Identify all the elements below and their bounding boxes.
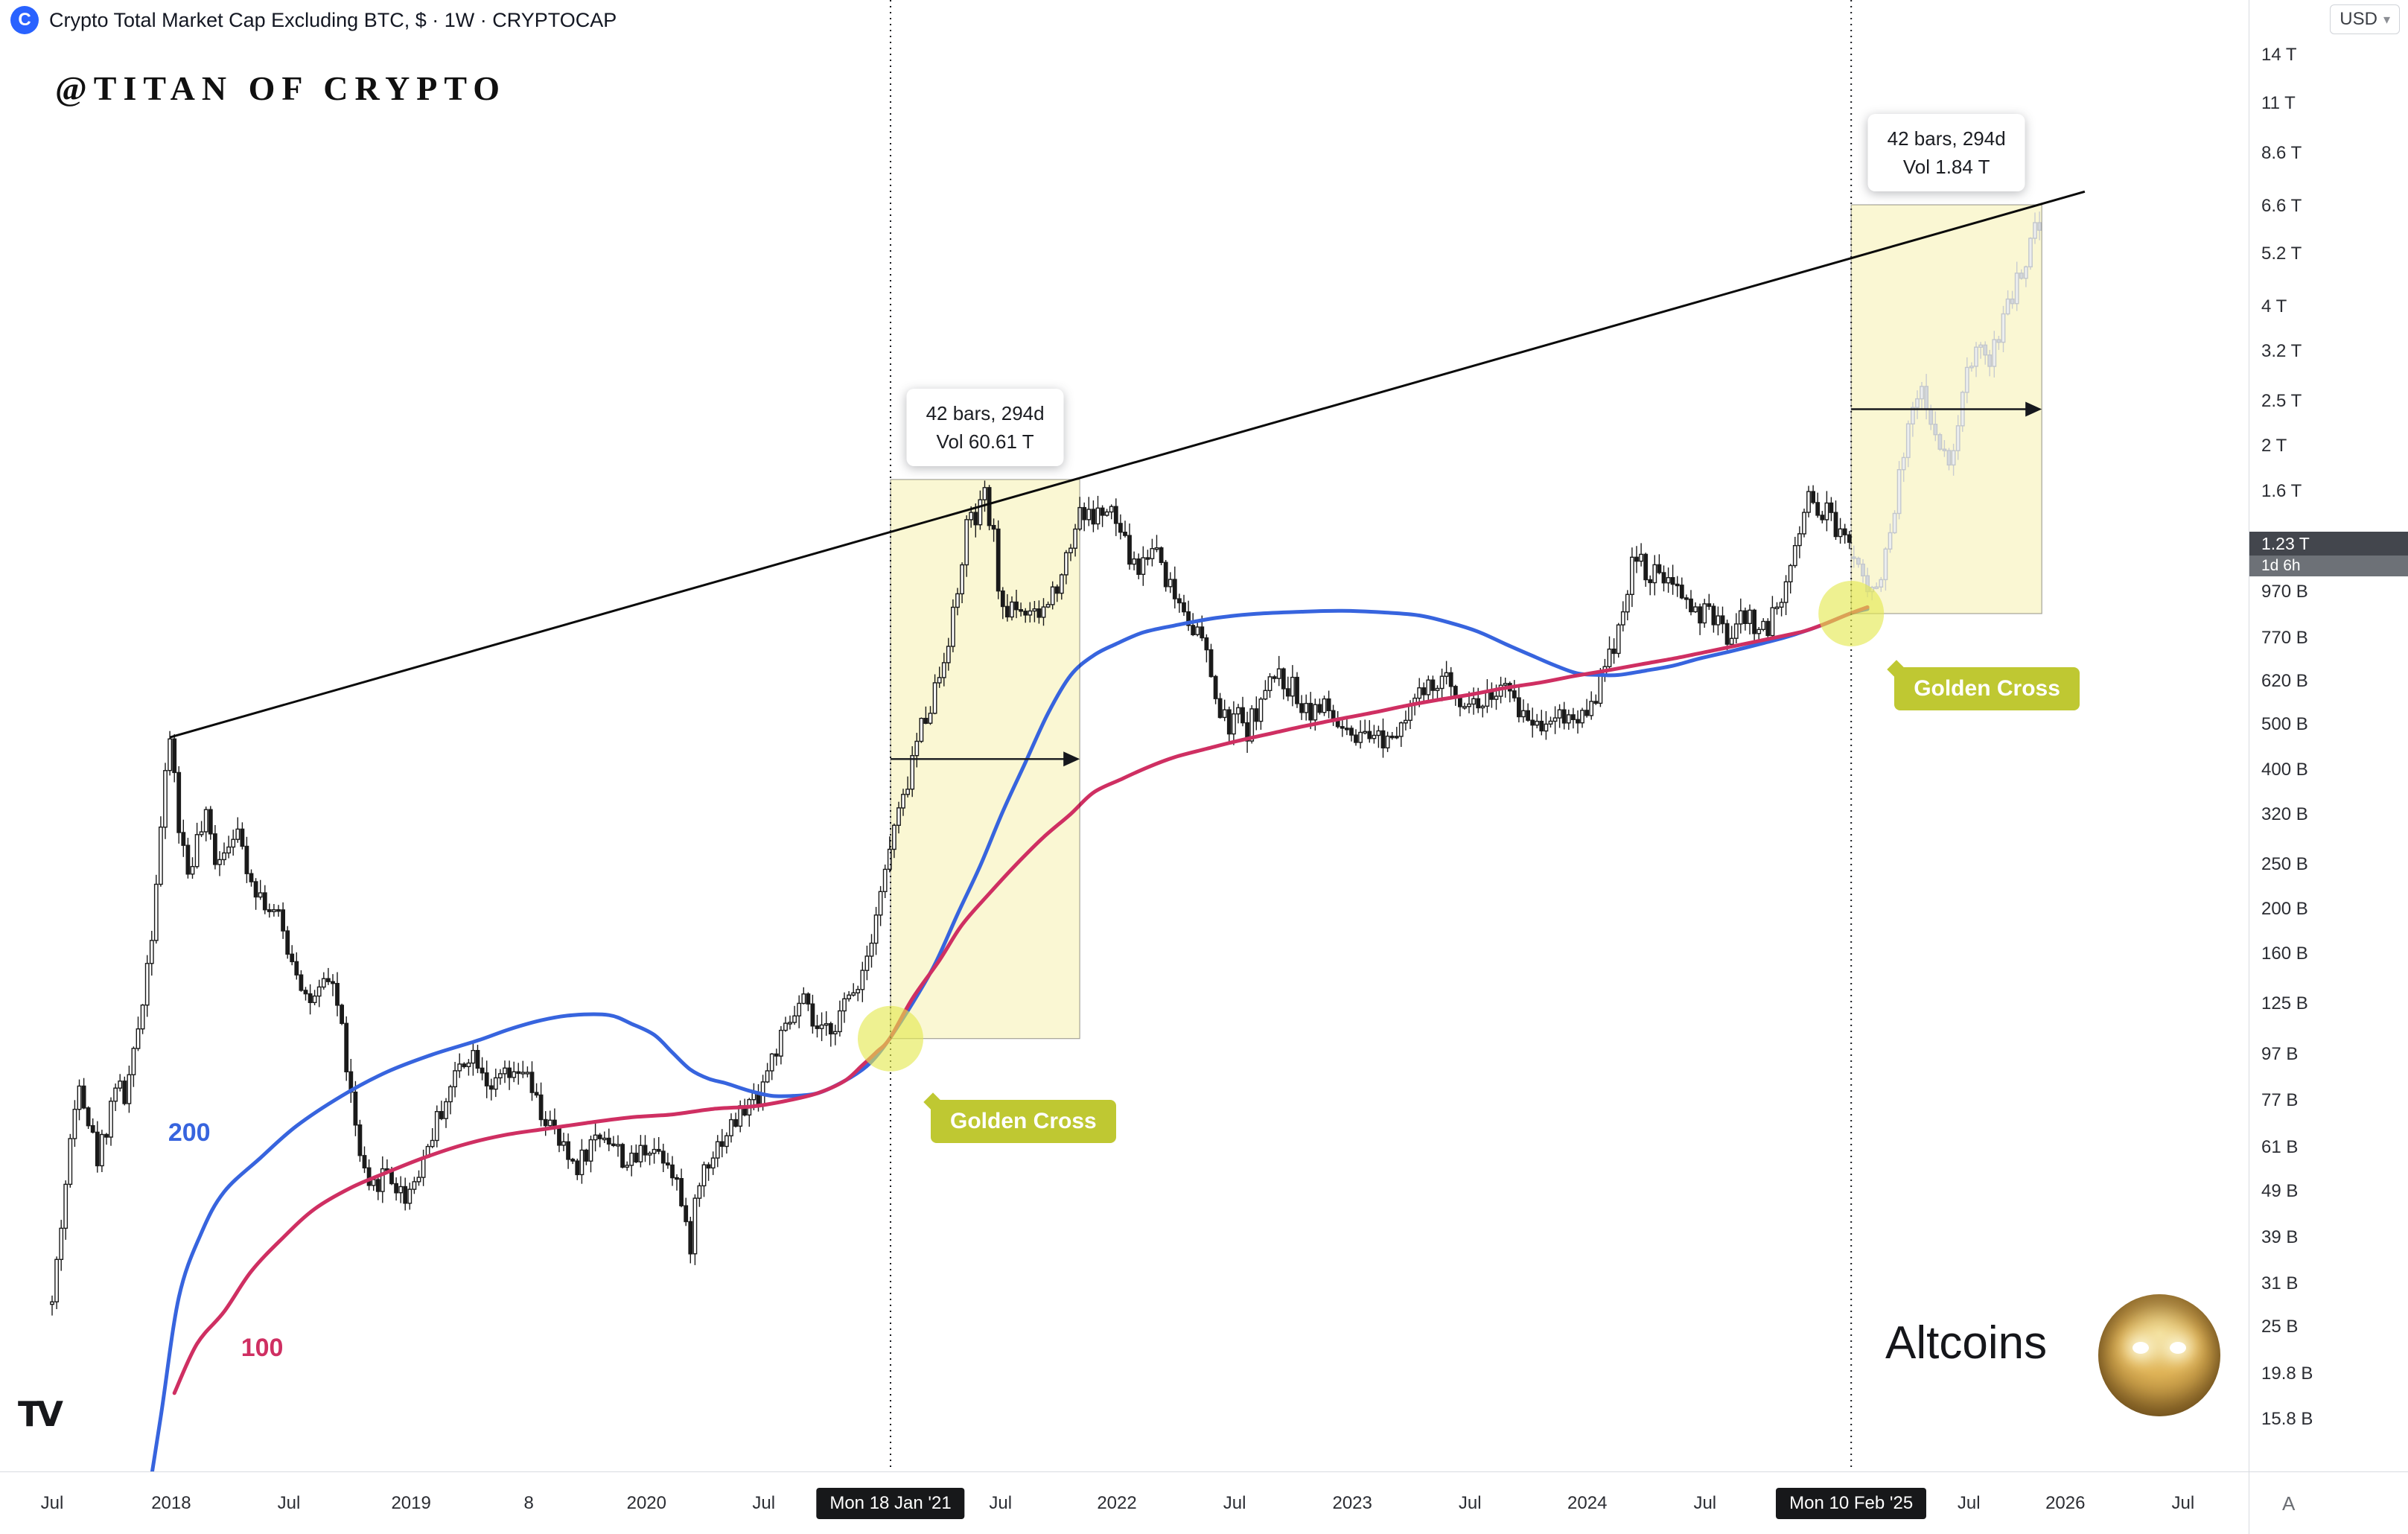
time-tick: 2023 <box>1332 1493 1372 1513</box>
time-tick: 2019 <box>391 1493 431 1513</box>
price-tick: 97 B <box>2261 1044 2299 1065</box>
bar-countdown: 1d 6h <box>2249 556 2408 577</box>
time-tick: Jul <box>989 1493 1013 1513</box>
price-tick: 320 B <box>2261 803 2308 824</box>
time-tick: 2024 <box>1567 1493 1608 1513</box>
chart-plot-area[interactable]: C Crypto Total Market Cap Excluding BTC,… <box>0 0 2249 1471</box>
price-tick: 3.2 T <box>2261 341 2302 362</box>
time-tick-highlighted: Mon 10 Feb '25 <box>1776 1488 1927 1519</box>
axis-corner[interactable]: A <box>2249 1471 2408 1534</box>
time-tick: 8 <box>523 1493 534 1513</box>
symbol-logo-icon[interactable]: C <box>10 6 39 34</box>
time-tick: Jul <box>1693 1493 1717 1513</box>
symbol-title[interactable]: Crypto Total Market Cap Excluding BTC, $… <box>49 8 617 31</box>
price-tick: 1.6 T <box>2261 480 2302 501</box>
price-tick: 770 B <box>2261 627 2308 648</box>
price-tick: 77 B <box>2261 1090 2299 1111</box>
price-tick: 620 B <box>2261 671 2308 692</box>
candlestick-chart <box>50 0 2086 1471</box>
altcoins-caption: Altcoins <box>1885 1317 2048 1369</box>
time-tick: Jul <box>752 1493 776 1513</box>
price-tick: 2 T <box>2261 436 2287 456</box>
golden-cross-badge-1[interactable]: Golden Cross <box>931 1099 1116 1143</box>
time-tick: 2018 <box>151 1493 191 1513</box>
ma-100-label: 100 <box>241 1333 284 1362</box>
chevron-down-icon: ▾ <box>2383 11 2390 27</box>
price-tick: 15.8 B <box>2261 1409 2313 1429</box>
time-axis[interactable]: Jul 2018 Jul 2019 8 2020 Jul Mon 18 Jan '21 Jul 2… <box>0 1471 2249 1534</box>
price-tick: 250 B <box>2261 853 2308 874</box>
time-tick: Jul <box>277 1493 301 1513</box>
price-tick: 2.5 T <box>2261 391 2302 412</box>
time-tick-highlighted: Mon 18 Jan '21 <box>816 1488 965 1519</box>
golden-cross-badge-2[interactable]: Golden Cross <box>1894 666 2080 710</box>
price-tick: 31 B <box>2261 1273 2299 1294</box>
time-tick: 2026 <box>2045 1493 2086 1513</box>
price-tick: 39 B <box>2261 1227 2299 1248</box>
currency-selector-value: USD <box>2339 9 2377 29</box>
price-tick: 8.6 T <box>2261 142 2302 163</box>
time-tick: Jul <box>1458 1493 1482 1513</box>
measure-bars-label: 42 bars, 294d <box>926 401 1045 424</box>
avatar <box>2098 1294 2220 1416</box>
price-tick: 49 B <box>2261 1181 2299 1202</box>
current-price-tag: 1.23 T 1d 6h <box>2249 532 2408 577</box>
measure-tooltip-1[interactable]: 42 bars, 294d Vol 60.61 T <box>906 388 1064 466</box>
price-tick: 6.6 T <box>2261 195 2302 216</box>
time-tick: Jul <box>1223 1493 1246 1513</box>
price-tick: 61 B <box>2261 1137 2299 1158</box>
current-price-value: 1.23 T <box>2249 532 2408 556</box>
time-tick: Jul <box>1957 1493 1981 1513</box>
measure-bars-label: 42 bars, 294d <box>1887 127 2006 150</box>
ma-200-label: 200 <box>168 1118 211 1148</box>
symbol-logo-glyph: C <box>18 10 31 30</box>
time-tick: 2022 <box>1097 1493 1137 1513</box>
price-tick: 19.8 B <box>2261 1363 2313 1384</box>
measure-volume-label: Vol 1.84 T <box>1902 155 1990 178</box>
time-tick: 2020 <box>626 1493 666 1513</box>
price-tick: 11 T <box>2261 93 2296 114</box>
author-watermark: @TITAN OF CRYPTO <box>55 69 507 107</box>
time-tick: Jul <box>2171 1493 2195 1513</box>
price-tick: 5.2 T <box>2261 244 2302 264</box>
measure-volume-label: Vol 60.61 T <box>936 430 1034 453</box>
price-tick: 970 B <box>2261 581 2308 602</box>
price-tick: 125 B <box>2261 993 2308 1013</box>
price-tick: 160 B <box>2261 943 2308 964</box>
measure-tooltip-2[interactable]: 42 bars, 294d Vol 1.84 T <box>1867 113 2025 191</box>
axis-corner-label: A <box>2282 1492 2296 1515</box>
tradingview-logo-icon[interactable]: TV <box>18 1394 63 1434</box>
price-tick: 400 B <box>2261 759 2308 780</box>
price-tick: 500 B <box>2261 714 2308 735</box>
price-tick: 14 T <box>2261 45 2297 65</box>
time-tick: Jul <box>40 1493 64 1513</box>
currency-selector[interactable]: USD ▾ <box>2330 4 2400 34</box>
price-tick: 200 B <box>2261 898 2308 919</box>
price-tick: 25 B <box>2261 1317 2299 1337</box>
price-axis[interactable]: USD ▾ 14 T 11 T 8.6 T 6.6 T 5.2 T 4 T 3.2 T 2.5… <box>2249 0 2408 1471</box>
price-tick: 4 T <box>2261 296 2287 317</box>
symbol-header: C Crypto Total Market Cap Excluding BTC,… <box>10 6 617 34</box>
